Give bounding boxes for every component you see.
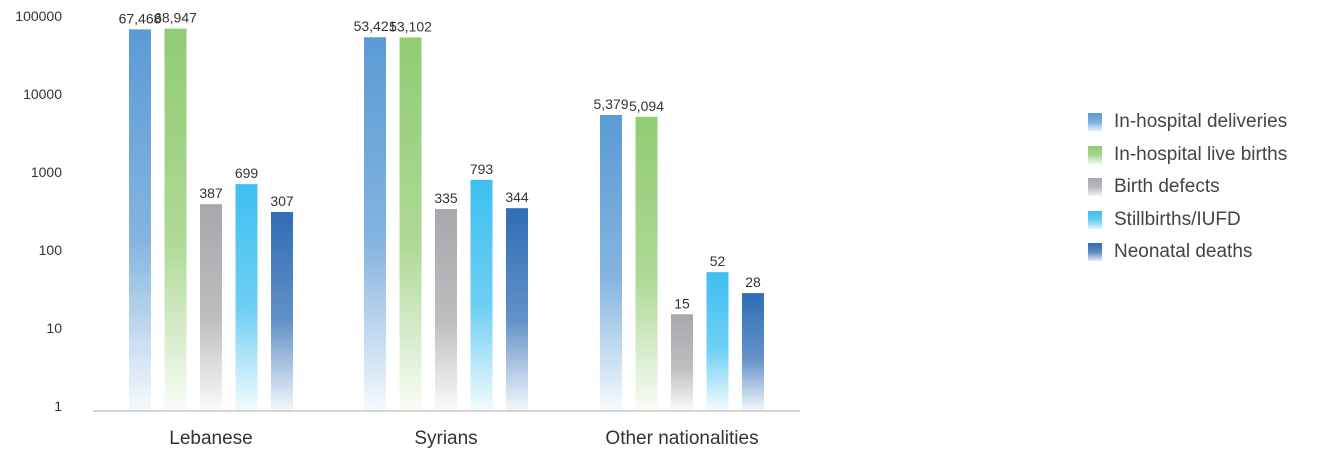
legend-item: Stillbirths/IUFD <box>1088 204 1287 237</box>
data-label: 699 <box>235 165 259 181</box>
bar <box>364 37 386 411</box>
bar <box>506 208 528 411</box>
bar <box>129 29 151 411</box>
data-label: 344 <box>505 189 529 205</box>
data-label: 52 <box>710 253 726 269</box>
bar <box>399 37 422 412</box>
x-tick-label: Other nationalities <box>605 428 758 449</box>
data-label: 53,102 <box>389 18 432 34</box>
data-label: 53,421 <box>354 18 397 34</box>
y-axis: 1 10 100 1000 10000 100000 <box>15 8 62 414</box>
x-axis: Lebanese Syrians Other nationalities <box>169 428 758 449</box>
legend-item: In-hospital live births <box>1088 139 1287 172</box>
bar <box>235 184 258 411</box>
legend-label: Birth defects <box>1114 176 1220 198</box>
bar <box>200 204 222 411</box>
data-label: 5,379 <box>593 96 628 112</box>
legend-swatch <box>1088 145 1102 164</box>
bar <box>671 314 693 411</box>
legend-swatch <box>1088 113 1102 132</box>
data-label: 335 <box>434 190 458 206</box>
y-tick-label: 100000 <box>15 8 62 24</box>
y-tick-label: 10 <box>46 320 62 336</box>
x-tick-label: Syrians <box>414 428 477 449</box>
legend-swatch <box>1088 178 1102 197</box>
legend-label: In-hospital live births <box>1114 143 1288 165</box>
data-label: 28 <box>745 274 761 290</box>
data-label: 5,094 <box>629 98 664 114</box>
data-label: 387 <box>199 185 223 201</box>
data-label: 15 <box>674 295 690 311</box>
bars <box>129 28 764 412</box>
legend-item: In-hospital deliveries <box>1088 106 1287 139</box>
legend-swatch <box>1088 210 1102 229</box>
y-tick-label: 10000 <box>23 86 62 102</box>
bar <box>600 115 622 411</box>
bar <box>635 116 658 412</box>
legend-item: Birth defects <box>1088 171 1287 204</box>
y-tick-label: 1000 <box>31 164 62 180</box>
legend-label: In-hospital deliveries <box>1114 111 1288 133</box>
y-tick-label: 100 <box>39 242 63 258</box>
data-label: 307 <box>270 193 294 209</box>
bar <box>742 293 764 411</box>
data-label: 68,947 <box>154 10 197 26</box>
legend-item: Neonatal deaths <box>1088 236 1287 269</box>
data-label: 67,468 <box>119 10 162 26</box>
legend: In-hospital deliveries In-hospital live b… <box>1088 106 1287 269</box>
bar <box>470 179 493 411</box>
y-tick-label: 1 <box>54 398 62 414</box>
legend-label: Neonatal deaths <box>1114 241 1253 263</box>
bar <box>271 212 293 411</box>
bar <box>435 209 457 411</box>
bar <box>706 272 729 411</box>
legend-swatch <box>1088 243 1102 262</box>
x-tick-label: Lebanese <box>169 428 252 449</box>
legend-label: Stillbirths/IUFD <box>1114 208 1241 230</box>
bar <box>164 28 187 412</box>
data-label: 793 <box>470 161 494 177</box>
